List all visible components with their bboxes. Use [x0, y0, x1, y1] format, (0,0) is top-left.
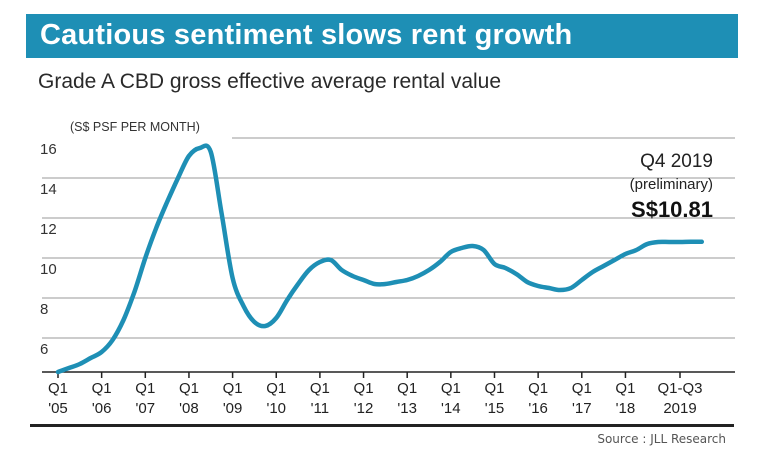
x-tick-label-top: Q1: [48, 380, 68, 397]
x-tick-label-top: Q1: [179, 380, 199, 397]
x-axis-ticks: Q1 '05 Q1 '06 Q1 '07 Q1 '08 Q1 '09 Q1 '10 Q1 '11 Q1 '12…: [48, 372, 703, 417]
x-tick-label-top: Q1: [615, 380, 635, 397]
bottom-rule: [30, 424, 734, 427]
x-tick-label-bottom: '18: [616, 400, 636, 417]
y-tick-label: 14: [40, 181, 57, 198]
x-tick-label-bottom: '06: [92, 400, 112, 417]
y-tick-label: 16: [40, 141, 57, 158]
x-tick-label-bottom: '07: [136, 400, 156, 417]
x-tick-label-top: Q1: [354, 380, 374, 397]
gridlines: [42, 137, 735, 373]
y-axis-ticks: 6 8 10 12 14 16: [40, 141, 57, 358]
y-tick-label: 12: [40, 221, 57, 238]
annotation-note: (preliminary): [630, 176, 713, 193]
y-tick-label: 8: [40, 301, 48, 318]
y-tick-label: 6: [40, 341, 48, 358]
x-tick-label-bottom: '08: [179, 400, 199, 417]
x-tick-label-top: Q1: [223, 380, 243, 397]
annotation-period: Q4 2019: [640, 151, 713, 172]
x-tick-label-bottom: '13: [397, 400, 417, 417]
x-tick-label-top: Q1: [135, 380, 155, 397]
series-line: [55, 143, 705, 375]
source-note: Source : JLL Research: [597, 432, 726, 446]
value-annotation: Q4 2019 (preliminary) S$10.81: [630, 151, 713, 222]
x-tick-label-bottom: '10: [266, 400, 286, 417]
y-tick-label: 10: [40, 261, 57, 278]
chart-subtitle: Grade A CBD gross effective average rent…: [38, 70, 502, 93]
x-tick-label-bottom: '11: [311, 400, 329, 417]
title-banner: Cautious sentiment slows rent growth: [26, 14, 738, 58]
x-tick-label-bottom: '05: [48, 400, 68, 417]
unit-label: (S$ PSF PER MONTH): [70, 120, 200, 134]
x-tick-label-bottom: '17: [572, 400, 592, 417]
x-tick-label-top: Q1: [572, 380, 592, 397]
x-tick-label-bottom: 2019: [663, 400, 696, 417]
annotation-value: S$10.81: [631, 197, 713, 222]
x-tick-label-top: Q1: [310, 380, 330, 397]
x-tick-label-top: Q1-Q3: [657, 380, 702, 397]
x-tick-label-bottom: '12: [354, 400, 374, 417]
x-tick-label-top: Q1: [484, 380, 504, 397]
x-tick-label-top: Q1: [441, 380, 461, 397]
x-tick-label-top: Q1: [528, 380, 548, 397]
chart-title: Cautious sentiment slows rent growth: [40, 19, 573, 51]
x-tick-label-bottom: '16: [528, 400, 548, 417]
x-tick-label-bottom: '15: [485, 400, 505, 417]
x-tick-label-top: Q1: [266, 380, 286, 397]
x-tick-label-top: Q1: [92, 380, 112, 397]
x-tick-label-bottom: '14: [441, 400, 461, 417]
x-tick-label-top: Q1: [397, 380, 417, 397]
x-tick-label-bottom: '09: [223, 400, 243, 417]
